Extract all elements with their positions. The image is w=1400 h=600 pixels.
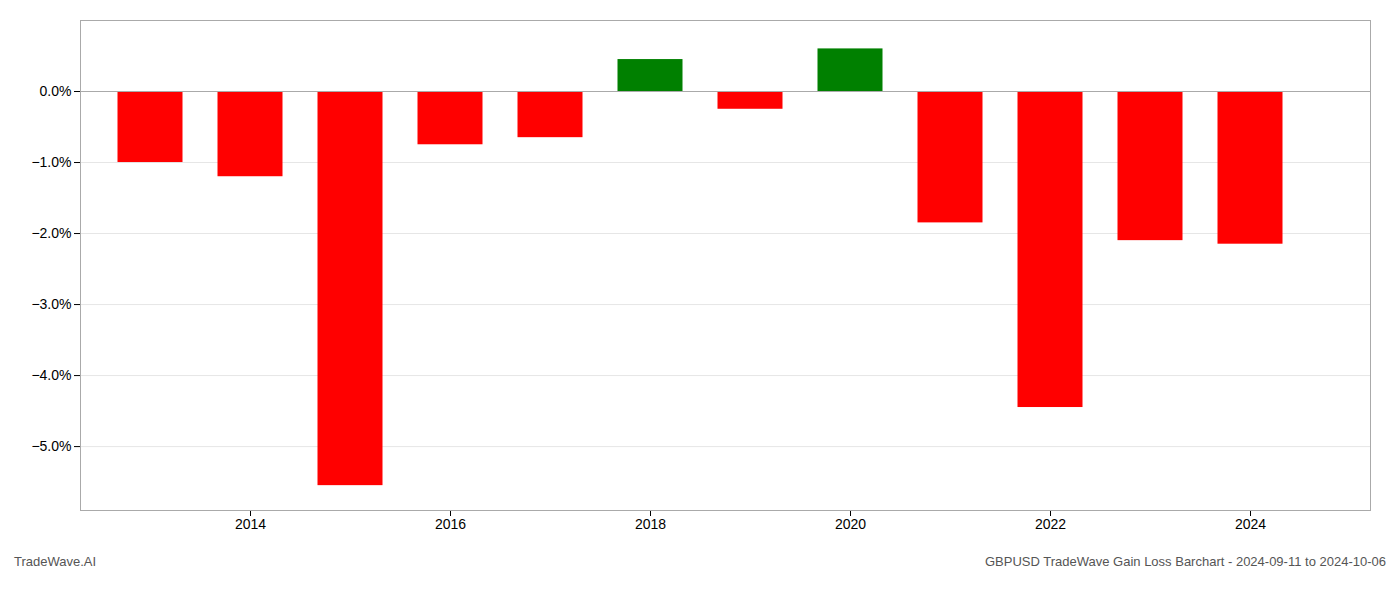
- svg-text:2016: 2016: [435, 516, 466, 532]
- svg-text:2020: 2020: [835, 516, 866, 532]
- svg-text:−1.0%: −1.0%: [31, 154, 71, 170]
- html-text:TradeWave.AI: TradeWave.AI: [14, 554, 97, 569]
- svg-text:2014: 2014: [235, 516, 266, 532]
- svg-text:2022: 2022: [1035, 516, 1066, 532]
- svg-text:−2.0%: −2.0%: [31, 225, 71, 241]
- svg-text:2018: 2018: [635, 516, 666, 532]
- svg-text:0.0%: 0.0%: [40, 83, 72, 99]
- svg-text:−3.0%: −3.0%: [31, 296, 71, 312]
- svg-text:−4.0%: −4.0%: [31, 367, 71, 383]
- svg-text:2024: 2024: [1235, 516, 1266, 532]
- svg-text:−5.0%: −5.0%: [31, 438, 71, 454]
- html-text:GBPUSD TradeWave Gain Loss Bar: GBPUSD TradeWave Gain Loss Barchart - 20…: [985, 554, 1386, 569]
